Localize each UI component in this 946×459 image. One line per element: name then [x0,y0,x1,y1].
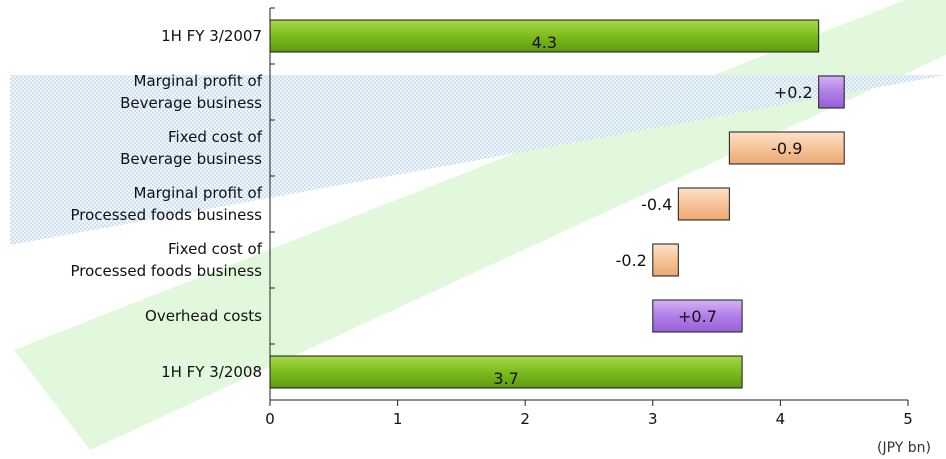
data-label: +0.7 [678,307,717,326]
bars [269,19,845,389]
data-label: 3.7 [493,369,518,388]
category-label: Processed foods business [70,206,262,224]
x-tick-label: 2 [520,410,530,428]
bar-decrease [677,187,730,221]
x-tick-label: 3 [648,410,658,428]
data-label: -0.4 [641,195,672,214]
category-label: Fixed cost of [168,240,263,258]
category-label: 1H FY 3/2007 [161,27,262,45]
category-label: Marginal profit of [134,72,263,90]
x-tick-label: 4 [776,410,786,428]
bar-total [269,19,820,53]
bar-increase [652,299,743,333]
bar-decrease [728,131,845,165]
axes: 0 1 2 3 4 5 (JPY bn) [265,7,931,456]
data-label: 4.3 [532,33,557,52]
category-label: 1H FY 3/2008 [161,363,262,381]
category-label: Beverage business [120,150,262,168]
bar-decrease [652,243,679,277]
data-label: +0.2 [774,83,813,102]
labels: 1H FY 3/2007 4.3 Marginal profit of Beverag… [70,27,812,388]
background-decoration [10,0,946,450]
category-label: Fixed cost of [168,128,263,146]
bar-total [269,355,743,389]
category-label: Processed foods business [70,262,262,280]
unit-label: (JPY bn) [877,440,931,456]
category-label: Marginal profit of [134,184,263,202]
data-label: -0.2 [616,251,647,270]
x-tick-label: 0 [265,410,275,428]
category-label: Beverage business [120,94,262,112]
x-tick-label: 5 [903,410,913,428]
data-label: -0.9 [771,139,802,158]
x-tick-label: 1 [393,410,403,428]
category-label: Overhead costs [145,307,262,325]
bar-increase [818,75,845,109]
dotted-blue-band [10,75,946,245]
